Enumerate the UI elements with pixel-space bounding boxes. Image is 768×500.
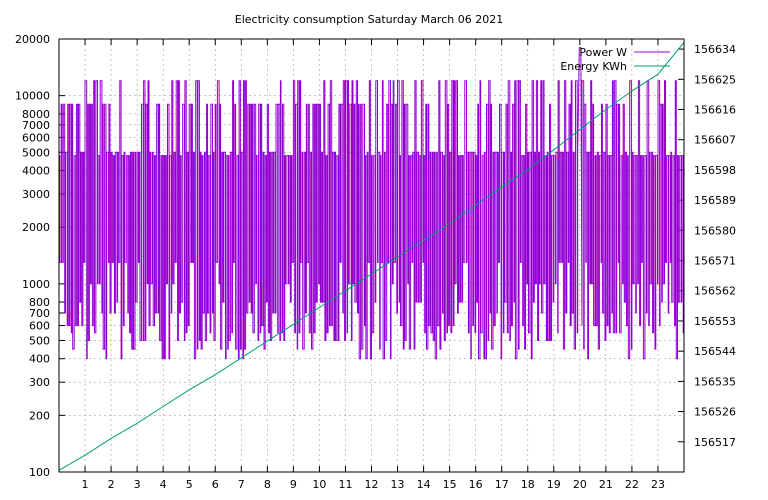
x-tick-label: 21: [599, 478, 613, 491]
x-tick-label: 8: [264, 478, 271, 491]
x-tick-label: 6: [212, 478, 219, 491]
x-tick-label: 7: [238, 478, 245, 491]
x-tick-label: 11: [338, 478, 352, 491]
x-tick-label: 15: [443, 478, 457, 491]
y2-tick-label: 156634: [694, 43, 736, 56]
y2-tick-label: 156526: [694, 406, 736, 419]
y-tick-label: 20000: [15, 33, 50, 46]
x-tick-label: 19: [547, 478, 561, 491]
x-tick-label: 4: [160, 478, 167, 491]
chart-title: Electricity consumption Saturday March 0…: [235, 13, 503, 26]
y2-tick-label: 156598: [694, 164, 736, 177]
y2-tick-label: 156616: [694, 103, 736, 116]
power-line: [59, 47, 684, 360]
x-tick-label: 18: [521, 478, 535, 491]
x-tick-label: 10: [312, 478, 326, 491]
y2-tick-label: 156589: [694, 194, 736, 207]
y-tick-label: 7000: [22, 119, 50, 132]
x-tick-label: 17: [495, 478, 509, 491]
y2-tick-label: 156517: [694, 436, 736, 449]
x-tick-label: 22: [625, 478, 639, 491]
legend-label: Power W: [579, 46, 627, 59]
x-tick-label: 23: [651, 478, 665, 491]
y-tick-label: 4000: [22, 165, 50, 178]
y2-tick-label: 156562: [694, 285, 736, 298]
y-tick-label: 8000: [22, 108, 50, 121]
y2-tick-label: 156544: [694, 345, 736, 358]
y-tick-label: 700: [29, 307, 50, 320]
x-tick-label: 2: [108, 478, 115, 491]
energy-line: [58, 42, 685, 471]
y-tick-label: 600: [29, 320, 50, 333]
x-tick-label: 14: [417, 478, 431, 491]
y-tick-label: 300: [29, 376, 50, 389]
x-tick-label: 1: [82, 478, 89, 491]
y-tick-label: 800: [29, 296, 50, 309]
plot-frame: [58, 38, 685, 473]
x-tick-label: 20: [573, 478, 587, 491]
y-tick-label: 3000: [22, 188, 50, 201]
x-tick-label: 5: [186, 478, 193, 491]
x-tick-label: 12: [365, 478, 379, 491]
y-tick-label: 10000: [15, 90, 50, 103]
y-tick-label: 200: [29, 409, 50, 422]
y-tick-label: 100: [29, 466, 50, 479]
x-tick-label: 3: [134, 478, 141, 491]
y2-tick-label: 156571: [694, 255, 736, 268]
y-tick-label: 1000: [22, 278, 50, 291]
y2-tick-label: 156625: [694, 73, 736, 86]
y-tick-label: 500: [29, 334, 50, 347]
x-tick-label: 13: [391, 478, 405, 491]
y2-tick-label: 156580: [694, 224, 736, 237]
y-tick-label: 5000: [22, 146, 50, 159]
y2-tick-label: 156607: [694, 134, 736, 147]
y-tick-label: 2000: [22, 221, 50, 234]
x-tick-label: 9: [290, 478, 297, 491]
y-tick-label: 6000: [22, 131, 50, 144]
series-layer: [58, 42, 685, 471]
legend-label: Energy KWh: [560, 60, 627, 73]
y-tick-label: 400: [29, 353, 50, 366]
x-tick-label: 16: [469, 478, 483, 491]
x-axis: 1 2 3 4 5 6 7 8 9 10 11 12 13 14 15 16 17 18 19 20 21 22 23: [82, 39, 665, 491]
y2-tick-label: 156553: [694, 315, 736, 328]
y-axis-right: 156517 156526 156535 156544 156553 156562 1565…: [678, 43, 736, 449]
y2-tick-label: 156535: [694, 375, 736, 388]
